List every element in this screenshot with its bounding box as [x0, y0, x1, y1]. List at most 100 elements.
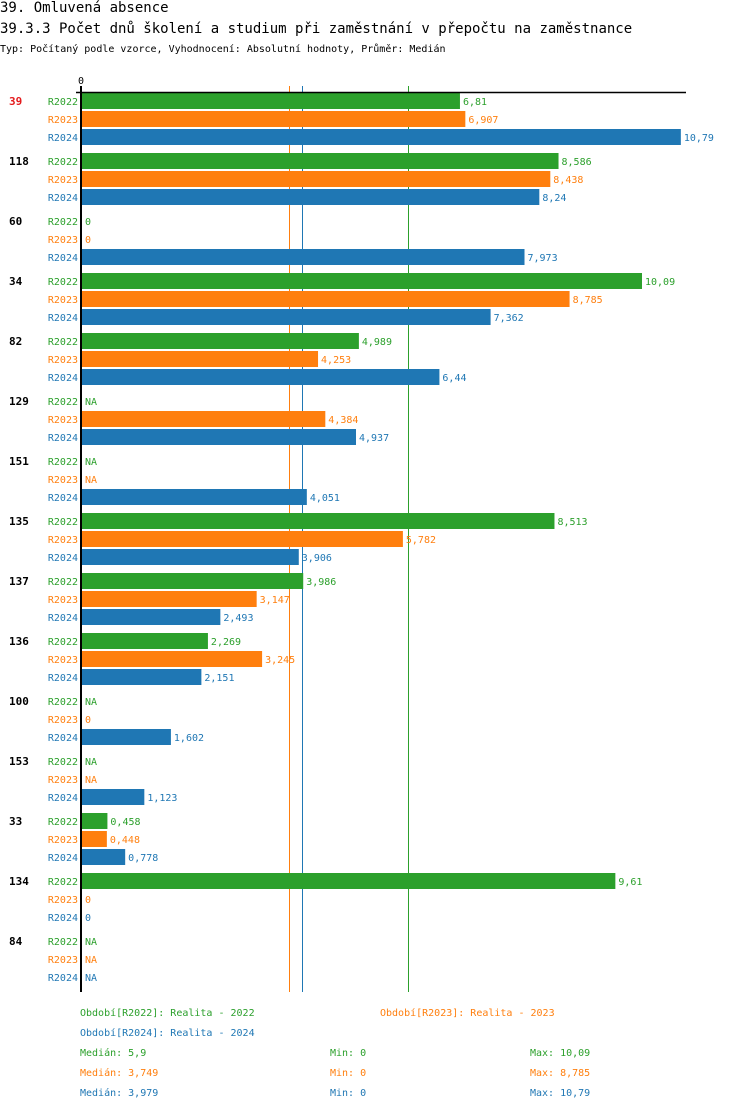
series-label: R2022 [48, 697, 78, 708]
value-label: 10,79 [684, 133, 714, 144]
bar [82, 633, 208, 649]
bar [82, 489, 307, 505]
value-label: 0 [85, 235, 91, 246]
value-label: NA [85, 475, 97, 486]
series-label: R2022 [48, 937, 78, 948]
chart-title: 39.3.3 Počet dnů školení a studium při z… [0, 21, 633, 37]
series-label: R2024 [48, 613, 78, 624]
category-label: 137 [9, 575, 29, 588]
series-label: R2024 [48, 373, 78, 384]
bar [82, 429, 357, 445]
series-label: R2022 [48, 637, 78, 648]
bar [82, 309, 491, 325]
value-label: NA [85, 937, 97, 948]
bar [82, 93, 460, 109]
section-title: 39. Omluvená absence [0, 0, 169, 16]
category-label: 153 [9, 755, 29, 768]
median-r2024: Medián: 3,979 [80, 1088, 159, 1099]
category-label: 118 [9, 155, 29, 168]
value-label: 1,602 [174, 733, 204, 744]
bar [82, 189, 540, 205]
category-label: 100 [9, 695, 29, 708]
bar [82, 129, 681, 145]
median-r2022: Medián: 5,9 [80, 1048, 147, 1059]
bar [82, 171, 551, 187]
bar-chart: 0 39 R2022 6,81 R2023 6,907 R2024 10,79 118 R2022… [9, 76, 714, 992]
value-label: 8,586 [562, 157, 592, 168]
value-label: NA [85, 757, 97, 768]
series-label: R2023 [48, 955, 78, 966]
series-label: R2023 [48, 715, 78, 726]
value-label: 4,937 [359, 433, 389, 444]
series-label: R2023 [48, 295, 78, 306]
legend-period-r2023: Období[R2023]: Realita - 2023 [380, 1008, 555, 1019]
value-label: 9,61 [618, 877, 642, 888]
series-label: R2024 [48, 493, 78, 504]
series-label: R2024 [48, 673, 78, 684]
series-label: R2024 [48, 553, 78, 564]
value-label: NA [85, 457, 97, 468]
value-label: 5,782 [406, 535, 436, 546]
series-label: R2024 [48, 433, 78, 444]
category-label: 134 [9, 875, 29, 888]
series-label: R2022 [48, 577, 78, 588]
series-label: R2023 [48, 895, 78, 906]
value-label: 0 [85, 895, 91, 906]
value-label: 3,906 [302, 553, 332, 564]
bar [82, 849, 126, 865]
legend-period-r2024: Období[R2024]: Realita - 2024 [80, 1028, 255, 1039]
value-label: 0,778 [128, 853, 158, 864]
series-label: R2023 [48, 595, 78, 606]
value-label: 0 [85, 217, 91, 228]
value-label: NA [85, 775, 97, 786]
value-label: 4,384 [328, 415, 358, 426]
bar [82, 333, 359, 349]
value-label: 2,151 [204, 673, 234, 684]
series-label: R2022 [48, 457, 78, 468]
bar [82, 873, 616, 889]
value-label: 7,362 [494, 313, 524, 324]
series-label: R2023 [48, 175, 78, 186]
series-label: R2023 [48, 355, 78, 366]
series-label: R2024 [48, 313, 78, 324]
series-label: R2023 [48, 655, 78, 666]
series-label: R2024 [48, 913, 78, 924]
max-r2022: Max: 10,09 [530, 1048, 591, 1059]
bar [82, 813, 108, 829]
series-label: R2022 [48, 877, 78, 888]
bar [82, 573, 304, 589]
category-label: 151 [9, 455, 29, 468]
value-label: 8,785 [573, 295, 603, 306]
series-label: R2023 [48, 235, 78, 246]
bar [82, 831, 107, 847]
series-label: R2022 [48, 217, 78, 228]
value-label: 2,269 [211, 637, 241, 648]
series-label: R2022 [48, 817, 78, 828]
value-label: 10,09 [645, 277, 675, 288]
bar [82, 273, 642, 289]
category-label: 39 [9, 95, 22, 108]
series-label: R2022 [48, 97, 78, 108]
series-label: R2023 [48, 535, 78, 546]
series-label: R2023 [48, 115, 78, 126]
series-label: R2024 [48, 133, 78, 144]
value-label: 8,438 [553, 175, 583, 186]
value-label: 4,253 [321, 355, 351, 366]
category-label: 135 [9, 515, 29, 528]
category-label: 34 [9, 275, 23, 288]
series-label: R2024 [48, 733, 78, 744]
bar [82, 411, 326, 427]
series-label: R2022 [48, 157, 78, 168]
min-r2023: Min: 0 [330, 1068, 367, 1079]
series-label: R2024 [48, 793, 78, 804]
category-label: 33 [9, 815, 22, 828]
value-label: 0,448 [110, 835, 140, 846]
bar [82, 111, 466, 127]
median-r2023: Medián: 3,749 [80, 1068, 159, 1079]
value-label: 6,81 [463, 97, 487, 108]
series-label: R2023 [48, 835, 78, 846]
series-label: R2023 [48, 415, 78, 426]
series-label: R2024 [48, 253, 78, 264]
bar [82, 789, 145, 805]
series-label: R2022 [48, 757, 78, 768]
